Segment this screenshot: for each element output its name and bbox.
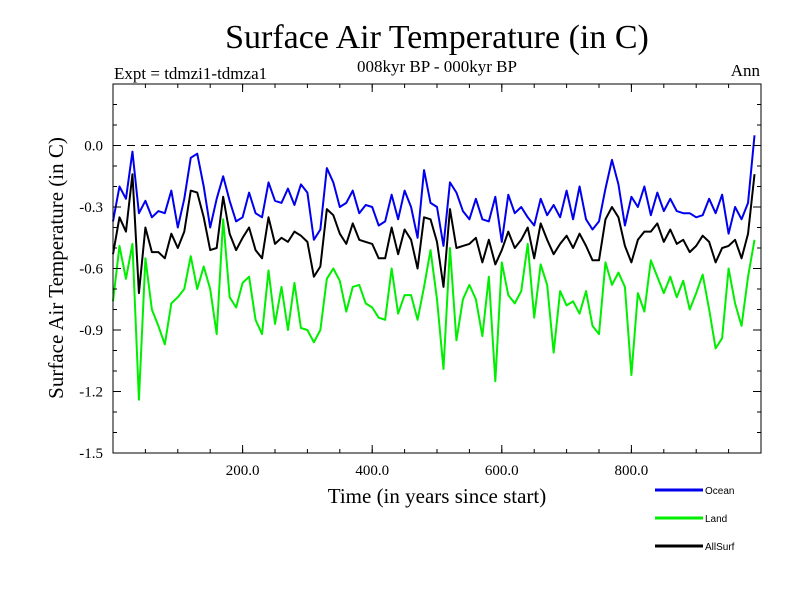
x-tick-label: 800.0	[615, 463, 649, 479]
series-layer	[112, 135, 756, 401]
plot-area	[112, 83, 762, 454]
x-axis-label: Time (in years since start)	[328, 484, 547, 508]
plot-frame	[112, 83, 762, 454]
ticks-layer	[113, 83, 761, 454]
y-tick-label: -1.2	[79, 385, 103, 401]
y-tick-label: -0.9	[79, 323, 103, 339]
legend-label-allsurf: AllSurf	[705, 542, 735, 553]
y-tick-labels: 0.0 -0.3 -0.6 -0.9 -1.2 -1.5	[79, 139, 103, 463]
y-tick-label: -1.5	[79, 446, 103, 462]
x-tick-labels: 200.0 400.0 600.0 800.0	[226, 463, 649, 479]
chart-title: Surface Air Temperature (in C)	[225, 19, 649, 56]
x-tick-label: 600.0	[485, 463, 519, 479]
y-tick-label: 0.0	[84, 139, 103, 155]
series-line-allsurf	[112, 173, 756, 295]
legend-label-land: Land	[705, 514, 727, 525]
x-tick-label: 200.0	[226, 463, 260, 479]
y-tick-label: -0.6	[79, 262, 103, 278]
legend: Ocean Land AllSurf	[655, 486, 735, 553]
series-line-land	[112, 218, 756, 401]
season-label: Ann	[731, 61, 761, 80]
y-tick-label: -0.3	[79, 200, 103, 216]
series-line-ocean	[112, 135, 756, 247]
experiment-label: Expt = tdmzi1-tdmza1	[114, 64, 267, 83]
legend-label-ocean: Ocean	[705, 486, 734, 497]
y-axis-label: Surface Air Temperature (in C)	[44, 137, 68, 399]
x-tick-label: 400.0	[355, 463, 389, 479]
period-label: 008kyr BP - 000kyr BP	[357, 57, 517, 76]
